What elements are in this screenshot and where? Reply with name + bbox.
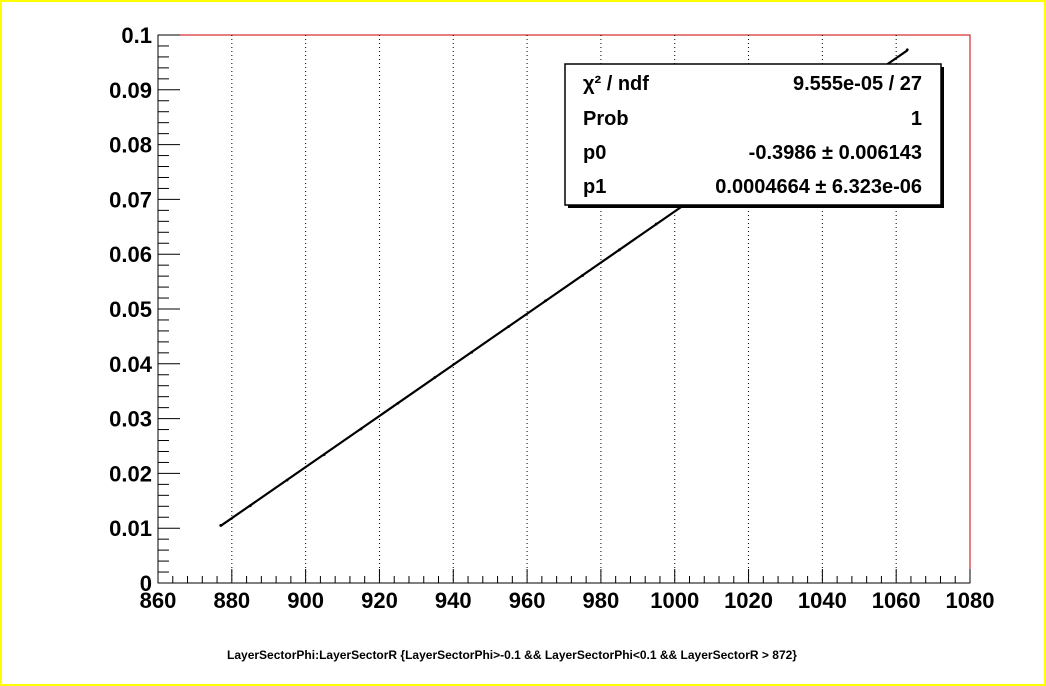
stats-box-panel [564,63,942,206]
x-tick-label: 1020 [724,588,773,613]
x-tick-label: 960 [509,588,546,613]
x-tick-label: 980 [583,588,620,613]
y-tick-label: 0.09 [109,78,152,103]
x-tick-label: 1000 [650,588,699,613]
y-tick-label: 0 [140,571,152,596]
x-tick-label: 880 [213,588,250,613]
x-tick-label: 1080 [946,588,995,613]
stats-row-label: p1 [583,176,606,198]
stats-row-label: p0 [583,142,606,164]
x-tick-label: 1060 [872,588,921,613]
stats-row-value: 1 [911,108,922,130]
x-tick-label: 900 [287,588,324,613]
grid-lines [231,35,897,583]
y-tick-label: 0.02 [109,461,152,486]
stats-row-value: -0.3986 ± 0.006143 [749,142,922,164]
y-tick-label: 0.01 [109,516,152,541]
chart-caption: LayerSectorPhi:LayerSectorR {LayerSector… [227,648,797,662]
stats-row-value: 0.0004664 ± 6.323e-06 [715,176,922,198]
x-tick-label: 1040 [798,588,847,613]
x-tick-label: 940 [435,588,472,613]
axes: 860 880 900 920 940 960 980 1000 1020 1040 1060 108… [109,23,994,613]
y-tick-label: 0.07 [109,187,152,212]
x-tick-label: 920 [361,588,398,613]
x-tick-label: 860 [140,588,177,613]
stats-row-label: χ² / ndf [583,73,649,95]
y-tick-label: 0.1 [121,23,152,48]
y-tick-label: 0.04 [109,352,153,377]
stats-row-value: 9.555e-05 / 27 [793,73,922,95]
y-tick-label: 0.05 [109,297,152,322]
y-tick-label: 0.08 [109,133,152,158]
y-tick-label: 0.06 [109,242,152,267]
y-tick-label: 0.03 [109,407,152,432]
stats-row-label: Prob [583,108,629,130]
stats-box: χ² / ndf 9.555e-05 / 27 Prob 1 p0 -0.398… [564,63,944,208]
